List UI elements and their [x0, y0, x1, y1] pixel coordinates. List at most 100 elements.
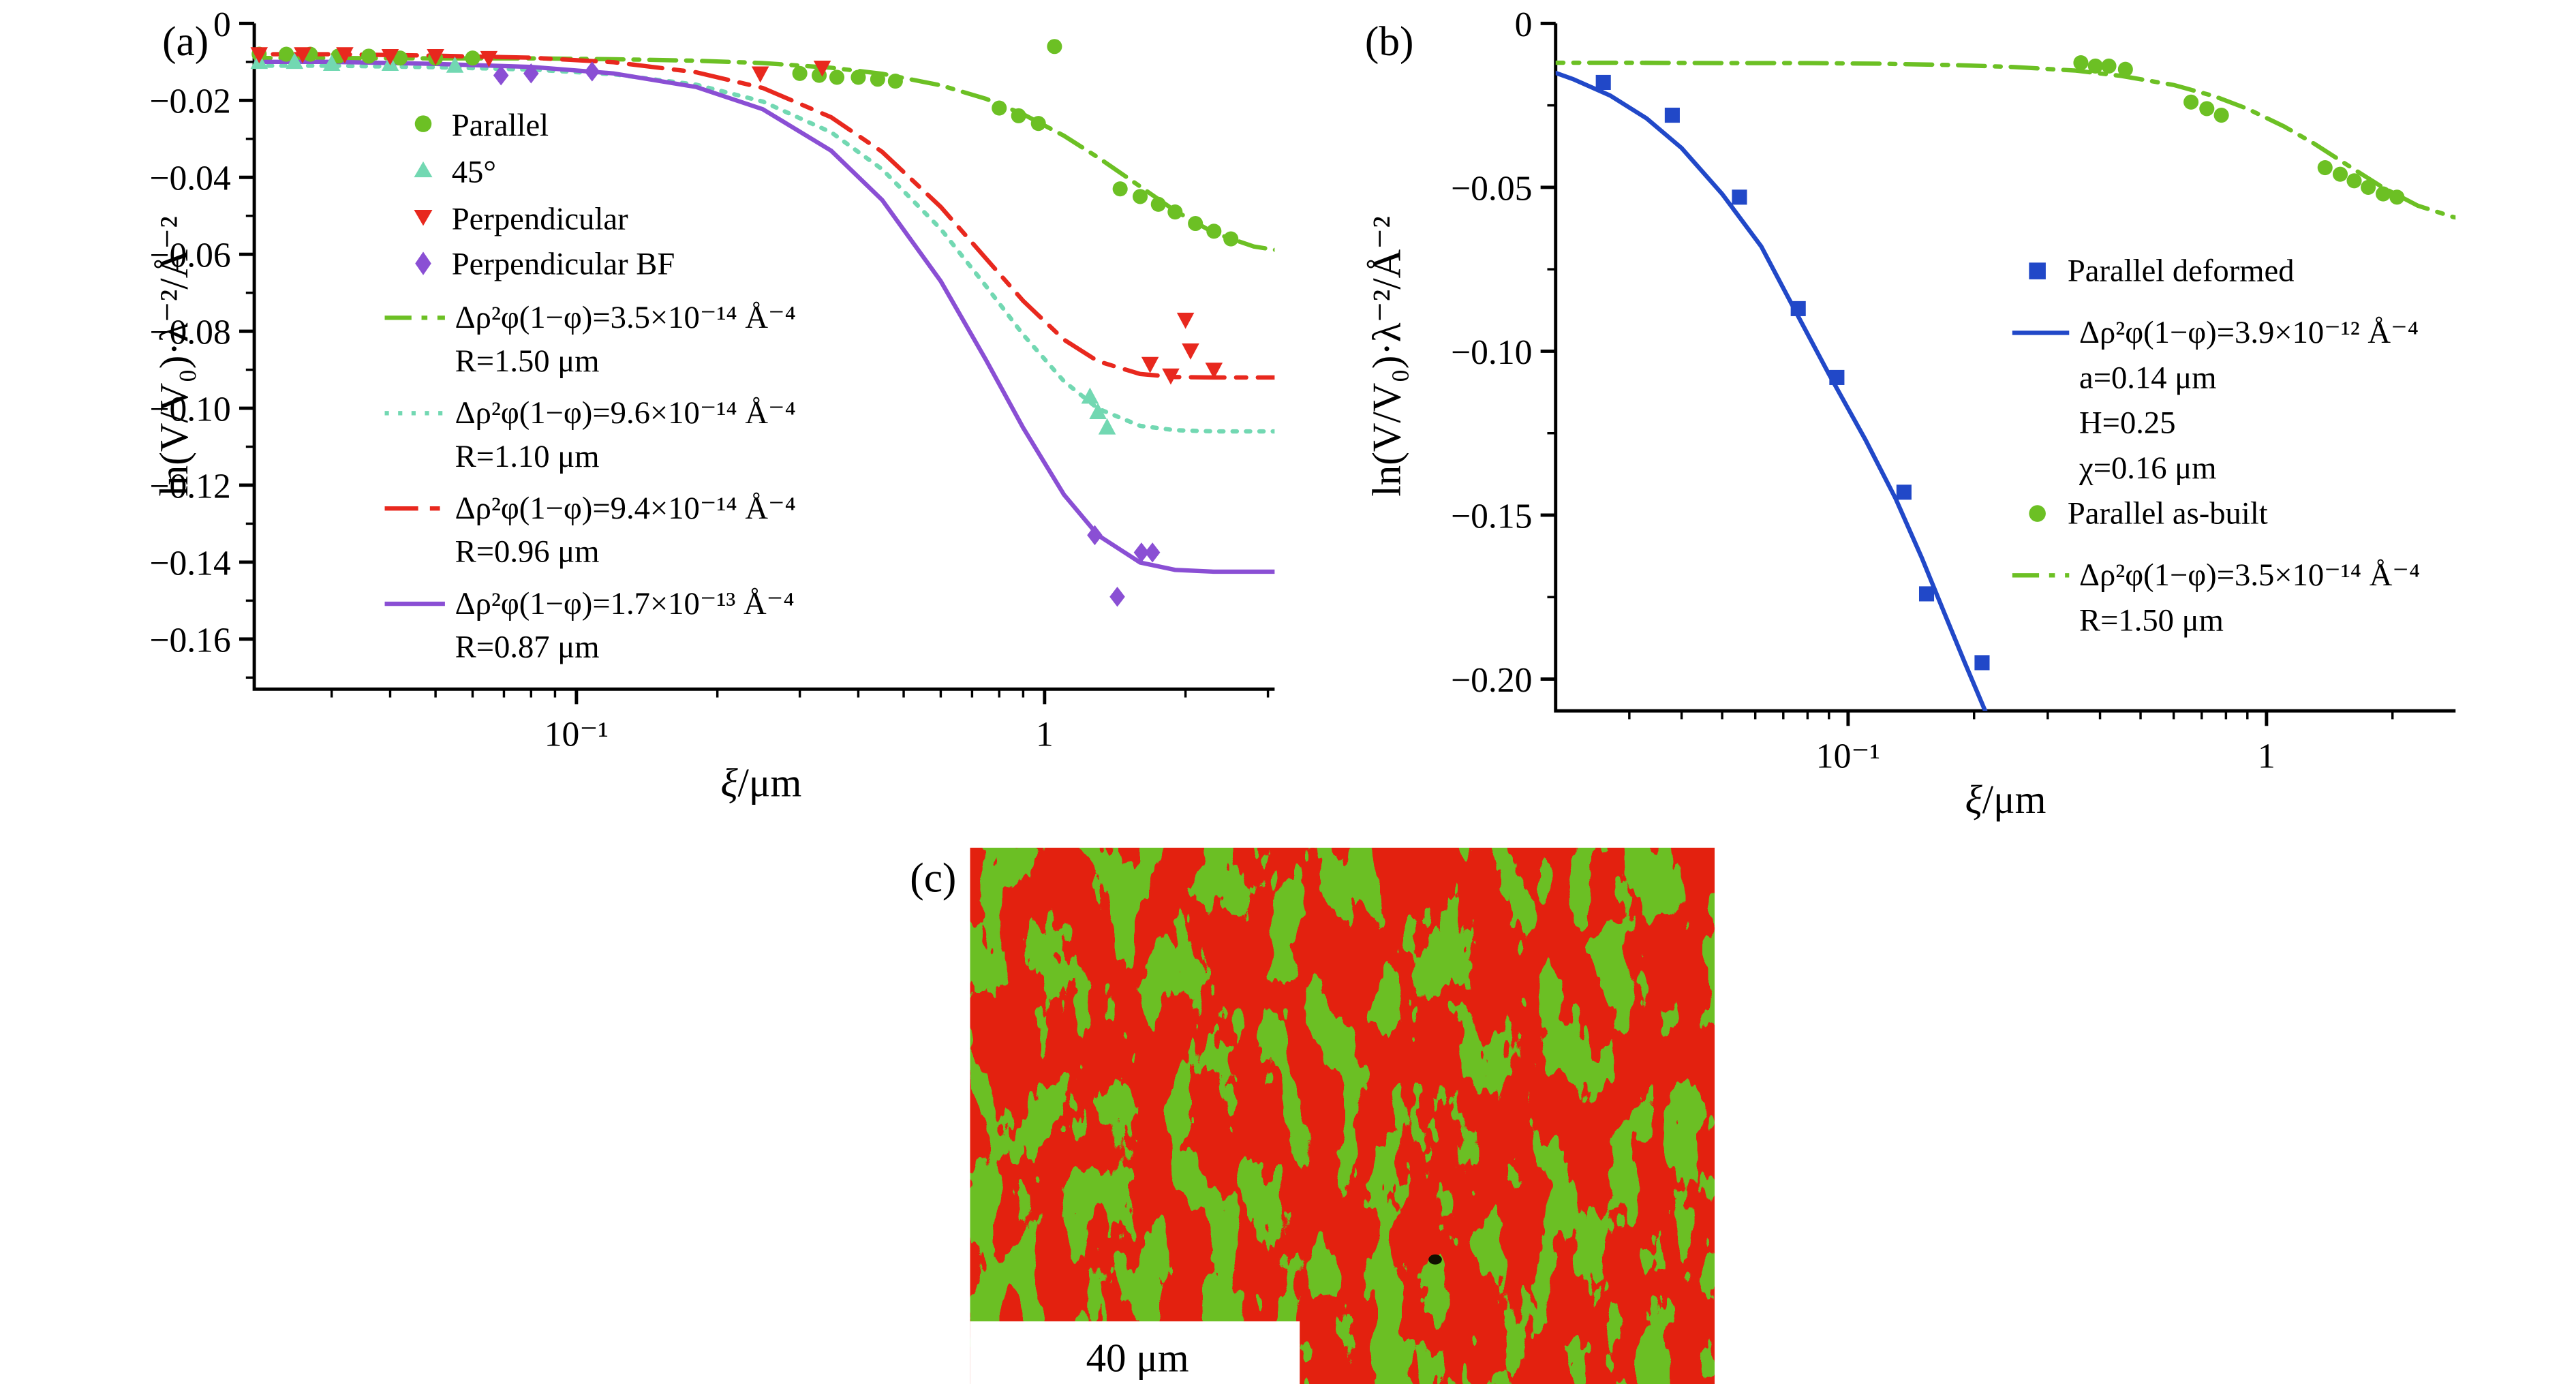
- data-marker-circle: [2346, 173, 2362, 189]
- chart-panel-b: 0 −0.05 −0.10 −0.15 −0.20 10⁻¹ 1: [1451, 5, 2456, 776]
- legend-marker-parallel-asbuilt-icon: [2029, 505, 2046, 522]
- panel-b-tag: (b): [1365, 18, 1414, 65]
- x-axis-label-b: ξ/μm: [1965, 778, 2046, 822]
- legend-fit3-radius: R=0.96 μm: [455, 534, 600, 570]
- legend-label-perpendicular-bf: Perpendicular BF: [452, 247, 675, 282]
- legend-fit1-eq: Δρ²φ(1−φ)=3.5×10⁻¹⁴ Å⁻⁴: [455, 300, 796, 335]
- y-tick-label: −0.15: [1451, 497, 1532, 536]
- data-marker-square: [1829, 369, 1845, 385]
- x-tick-label: 10⁻¹: [1816, 737, 1880, 776]
- data-marker-circle: [2332, 166, 2348, 182]
- legend-fitb1-eq: Δρ²φ(1−φ)=3.9×10⁻¹² Å⁻⁴: [2079, 315, 2419, 350]
- data-marker-circle: [2213, 108, 2229, 123]
- legend-label-45deg: 45°: [452, 155, 496, 190]
- data-marker-triangle-down: [1205, 363, 1223, 380]
- data-marker-triangle-down: [294, 47, 311, 64]
- data-marker-circle: [992, 100, 1007, 116]
- data-marker-triangle-down: [250, 47, 269, 64]
- data-marker-circle: [361, 48, 377, 64]
- legend-fitb2-radius: R=1.50 μm: [2079, 602, 2224, 638]
- fit-curve-panel_a-3: [254, 59, 1275, 574]
- data-marker-square: [1896, 485, 1912, 500]
- x-tick-label: 1: [1036, 716, 1054, 754]
- y-axis-label-a: ln(V/V₀)·λ⁻²/Å⁻²: [152, 216, 196, 497]
- y-tick-label: −0.02: [149, 82, 230, 121]
- data-marker-diamond: [1133, 542, 1150, 563]
- data-marker-diamond: [1109, 587, 1125, 607]
- x-axis-unit-a: /μm: [738, 760, 802, 805]
- scale-bar-label: 40 μm: [1086, 1336, 1189, 1381]
- data-marker-circle: [1047, 39, 1062, 55]
- y-tick-label: 0: [1515, 5, 1533, 44]
- data-marker-circle: [2101, 58, 2117, 74]
- y-tick-label: −0.20: [1451, 661, 1532, 700]
- x-axis-unit-b: /μm: [1982, 778, 2046, 822]
- data-marker-circle: [2361, 179, 2376, 195]
- panel-c-tag: (c): [910, 855, 956, 901]
- fit-curve-panel_a-2: [254, 52, 1275, 380]
- data-marker-circle: [2073, 55, 2089, 71]
- y-tick-label: −0.10: [149, 390, 230, 429]
- y-tick-label: −0.06: [149, 236, 230, 275]
- data-marker-triangle-up: [446, 56, 464, 73]
- panel-a-tag: (a): [162, 18, 209, 65]
- legend-fit2-eq: Δρ²φ(1−φ)=9.6×10⁻¹⁴ Å⁻⁴: [455, 395, 796, 431]
- data-marker-circle: [850, 70, 866, 85]
- legend-fit2-radius: R=1.10 μm: [455, 439, 600, 474]
- x-tick-label: 1: [2258, 737, 2275, 776]
- x-tick-label: 10⁻¹: [545, 716, 609, 754]
- data-marker-circle: [1150, 196, 1166, 212]
- legend-fitb2-eq: Δρ²φ(1−φ)=3.5×10⁻¹⁴ Å⁻⁴: [2079, 557, 2420, 593]
- data-marker-square: [1732, 189, 1747, 205]
- data-marker-triangle-down: [1162, 368, 1180, 385]
- data-marker-circle: [279, 46, 294, 62]
- legend-marker-parallel-icon: [414, 115, 432, 132]
- chart-panel-a: 0 −0.02 −0.04 −0.06 −0.08 −0.10 −0.12 −0.14 −0.1…: [149, 5, 1275, 754]
- data-marker-square: [1790, 301, 1806, 316]
- data-marker-circle: [792, 65, 808, 81]
- legend-label-perpendicular: Perpendicular: [452, 201, 628, 236]
- data-marker-triangle-down: [1141, 356, 1159, 373]
- y-tick-label: −0.12: [149, 467, 230, 506]
- data-marker-triangle-down: [1182, 343, 1199, 360]
- data-marker-circle: [870, 72, 885, 87]
- data-marker-circle: [1133, 189, 1148, 204]
- legend-fitb1-h: H=0.25: [2079, 405, 2176, 441]
- data-marker-circle: [1188, 215, 1203, 232]
- fit-curve-panel_b-0: [1555, 70, 1988, 711]
- legend-marker-parallel-deformed-icon: [2029, 262, 2046, 279]
- legend-label-parallel: Parallel: [452, 108, 549, 143]
- legend-fit4-radius: R=0.87 μm: [455, 630, 600, 665]
- scale-bar-background: [970, 1321, 1300, 1384]
- x-axis-symbol-b: ξ: [1965, 778, 1983, 822]
- data-marker-triangle-down: [1176, 312, 1195, 329]
- data-marker-circle: [1112, 181, 1128, 197]
- data-marker-triangle-up: [286, 52, 304, 70]
- y-tick-label: −0.05: [1451, 169, 1532, 208]
- legend-marker-perpendicular-icon: [414, 210, 433, 226]
- data-marker-circle: [887, 74, 903, 89]
- data-marker-triangle-down: [751, 66, 769, 83]
- data-marker-circle: [393, 50, 408, 66]
- x-axis-symbol-a: ξ: [720, 760, 738, 805]
- data-marker-triangle-up: [1098, 418, 1116, 435]
- legend-fit1-radius: R=1.50 μm: [455, 343, 600, 379]
- y-tick-label: −0.14: [149, 544, 230, 583]
- data-marker-circle: [2389, 189, 2405, 205]
- data-marker-diamond: [1144, 542, 1161, 563]
- data-marker-circle: [2317, 159, 2333, 176]
- data-marker-circle: [2375, 186, 2391, 202]
- legend-label-parallel-asbuilt: Parallel as-built: [2068, 495, 2268, 531]
- y-axis-label-b: ln(V/V₀)·λ⁻²/Å⁻²: [1364, 216, 1409, 497]
- data-marker-circle: [1167, 204, 1183, 220]
- data-marker-circle: [1011, 108, 1026, 123]
- fit-curve-panel_a-1: [254, 63, 1275, 434]
- legend-label-parallel-deformed: Parallel deformed: [2068, 253, 2295, 288]
- data-marker-triangle-down: [813, 60, 831, 77]
- axes-panel_a: [252, 23, 1275, 691]
- legend-fit3-eq: Δρ²φ(1−φ)=9.4×10⁻¹⁴ Å⁻⁴: [455, 491, 796, 526]
- micrograph-image: [970, 848, 1715, 1384]
- legend-fitb1-chi: χ=0.16 μm: [2079, 450, 2217, 486]
